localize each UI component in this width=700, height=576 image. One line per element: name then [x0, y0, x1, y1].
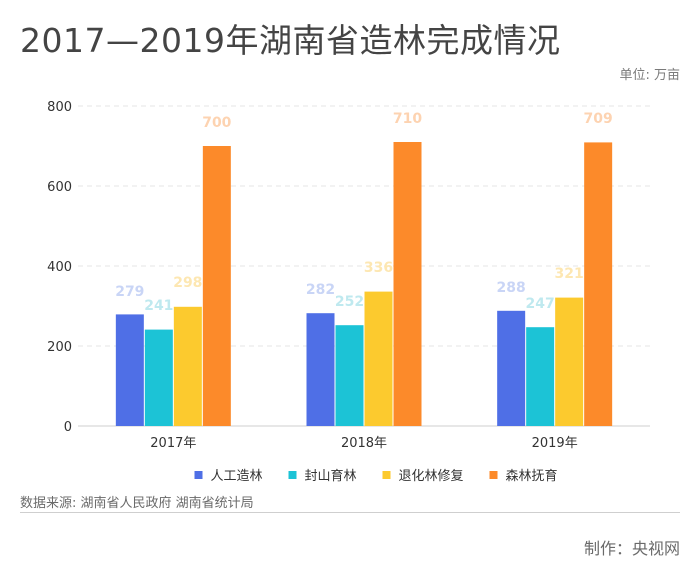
data-label: 241: [144, 298, 173, 314]
y-tick-label: 400: [47, 260, 72, 275]
data-label: 336: [364, 260, 393, 276]
bar: [393, 142, 422, 426]
legend-label: 人工造林: [211, 469, 263, 484]
credit: 制作：央视网: [583, 539, 680, 558]
bar: [173, 306, 202, 426]
data-label: 282: [306, 282, 335, 298]
y-tick-label: 600: [47, 180, 72, 195]
legend-swatch: [194, 471, 203, 479]
bar: [364, 291, 393, 426]
data-label: 288: [497, 280, 526, 296]
x-tick-label: 2019年: [532, 436, 578, 451]
data-source: 数据来源: 湖南省人民政府 湖南省统计局: [20, 496, 254, 511]
data-label: 700: [202, 115, 231, 131]
divider: [20, 512, 680, 513]
unit-label: 单位: 万亩: [619, 68, 680, 83]
data-label: 298: [173, 275, 202, 291]
data-label: 252: [335, 294, 364, 310]
y-tick-label: 200: [47, 340, 72, 355]
x-tick-label: 2017年: [150, 436, 196, 451]
y-tick-label: 0: [64, 420, 72, 435]
bar: [555, 297, 584, 426]
data-label: 279: [115, 284, 144, 300]
legend-swatch: [382, 471, 391, 479]
legend-swatch: [489, 471, 498, 479]
bar: [202, 146, 231, 426]
x-tick-label: 2018年: [341, 436, 387, 451]
data-label: 247: [526, 296, 555, 312]
legend-label: 封山育林: [305, 468, 357, 484]
legend-label: 森林抚育: [506, 468, 558, 484]
data-label: 321: [555, 266, 584, 282]
legend-label: 退化林修复: [399, 469, 464, 484]
bar: [306, 313, 335, 426]
bar: [144, 329, 173, 426]
data-label: 709: [584, 111, 613, 127]
bar: [115, 314, 144, 426]
bar: [335, 325, 364, 426]
bar: [497, 310, 526, 426]
legend-swatch: [288, 471, 297, 479]
data-label: 710: [393, 111, 422, 127]
bar: [584, 142, 613, 426]
page-title: 2017—2019年湖南省造林完成情况: [20, 21, 561, 60]
bar: [526, 327, 555, 426]
y-tick-label: 800: [47, 100, 72, 115]
